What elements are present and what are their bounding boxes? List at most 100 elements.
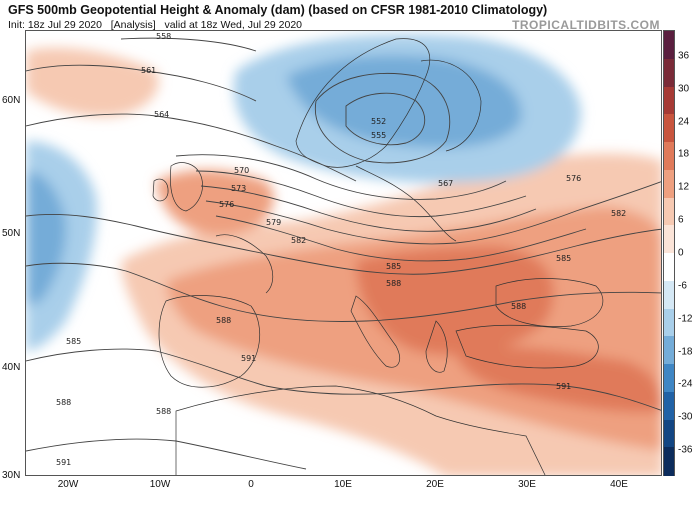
valid-time: valid at 18z Wed, Jul 29 2020: [164, 19, 303, 31]
lat-label: 30N: [2, 470, 21, 481]
lat-label: 60N: [2, 95, 21, 106]
coast-baltic: [355, 165, 457, 242]
contour-label: 582: [611, 209, 626, 218]
contour-label: 582: [291, 236, 306, 245]
contour-label: 591: [56, 458, 71, 467]
contour-588: [26, 348, 661, 411]
coast-italy: [350, 295, 400, 368]
anomaly-shading: [26, 34, 661, 475]
coast-black-sea: [495, 278, 604, 327]
colorbar-segment: [664, 169, 674, 198]
colorbar-segment: [664, 142, 674, 171]
colorbar-label: -12: [678, 313, 693, 325]
contour-label: 591: [241, 354, 256, 363]
coast-turkey: [455, 324, 599, 369]
colorbar-label: -36: [678, 444, 693, 456]
map-svg: 558 561 564 570 573 576 579 582 585 588 …: [26, 32, 661, 475]
contour-label: 588: [56, 398, 71, 407]
anomaly-atlantic-core: [26, 171, 67, 306]
contour-573: [200, 185, 537, 232]
colorbar-segment: [664, 197, 674, 226]
colorbar-segment: [664, 419, 674, 448]
contour-561: [26, 64, 257, 102]
colorbar-label: 18: [678, 148, 690, 160]
contour-585: [26, 262, 661, 322]
contour-label: 570: [234, 166, 249, 175]
coast-ireland: [152, 178, 169, 202]
contour-555-loop: [314, 73, 451, 164]
contour-576: [205, 181, 661, 245]
colorbar-segment: [664, 225, 674, 254]
contour-567: [175, 154, 507, 200]
colorbar-label: -30: [678, 411, 693, 423]
contour-label: 579: [266, 218, 281, 227]
analysis-tag: [Analysis]: [110, 19, 156, 31]
colorbar-label: -24: [678, 378, 693, 390]
coast-scandinavia: [295, 38, 431, 168]
contour-label: 588: [386, 279, 401, 288]
lon-label: 20W: [57, 479, 79, 490]
init-time: Init: 18z Jul 29 2020: [8, 19, 102, 31]
coast-finland: [420, 59, 482, 152]
chart-header: GFS 500mb Geopotential Height & Anomaly …: [8, 3, 547, 31]
colorbar-segment: [664, 308, 674, 337]
contour-label: 576: [219, 200, 234, 209]
colorbar-label: -18: [678, 346, 693, 357]
colorbar-segment: [664, 336, 674, 365]
coastlines: [152, 38, 604, 475]
contour-579: [215, 215, 587, 262]
colorbar-segment: [664, 364, 674, 393]
colorbar-label: -6: [678, 280, 687, 292]
anomaly-colorbar: [663, 30, 675, 476]
colorbar-label: 0: [678, 247, 684, 259]
anomaly-west-atlantic: [26, 47, 159, 117]
chart-title: GFS 500mb Geopotential Height & Anomaly …: [8, 3, 548, 17]
lon-label: 10E: [334, 479, 352, 490]
contour-label: 588: [156, 407, 171, 416]
colorbar-segment: [664, 253, 674, 282]
lon-label: 40E: [610, 479, 628, 490]
lon-label: 10W: [149, 479, 171, 490]
contour-labels: 558 561 564 570 573 576 579 582 585 588 …: [56, 32, 626, 467]
coast-north-africa: [175, 385, 546, 475]
anomaly-scandinavia-core: [286, 55, 522, 148]
colorbar-label: 12: [678, 181, 690, 193]
anomaly-east-mediterranean: [456, 346, 661, 413]
lon-label: 20E: [426, 479, 444, 490]
contour-label: 558: [156, 32, 171, 41]
contour-label: 585: [66, 337, 81, 346]
contour-552-loop: [345, 92, 426, 146]
colorbar-label: 24: [678, 116, 690, 128]
colorbar-segment: [664, 31, 674, 60]
colorbar-segment: [664, 391, 674, 420]
colorbar-label: 6: [678, 214, 684, 226]
lat-label: 40N: [2, 362, 21, 373]
contour-label: 585: [386, 262, 401, 271]
contour-label: 555: [371, 131, 386, 140]
colorbar-segment: [664, 280, 674, 309]
contour-label: 564: [154, 110, 169, 119]
lat-label: 50N: [2, 228, 21, 239]
contour-label: 552: [371, 117, 386, 126]
lon-label: 0: [248, 479, 254, 490]
height-contours: [26, 37, 661, 470]
coast-france: [215, 234, 274, 294]
contour-label: 573: [231, 184, 246, 193]
contour-582: [26, 214, 661, 275]
contour-label: 588: [511, 302, 526, 311]
brand-watermark: TROPICALTIDBITS.COM: [512, 18, 660, 32]
colorbar-segment: [664, 447, 674, 476]
colorbar-segment: [664, 58, 674, 87]
colorbar-label: 36: [678, 50, 690, 62]
coast-iberia: [158, 295, 261, 388]
chart-subtitle: Init: 18z Jul 29 2020 [Analysis] valid a…: [8, 19, 547, 31]
contour-564: [26, 113, 357, 182]
coast-british-isles: [170, 162, 203, 212]
contour-label: 585: [556, 254, 571, 263]
contour-label: 591: [556, 382, 571, 391]
contour-label: 567: [438, 179, 453, 188]
contour-570: [195, 170, 527, 218]
contour-558-north: [120, 37, 257, 52]
anomaly-british-isles: [156, 169, 274, 236]
anomaly-balkans-peak: [356, 246, 554, 355]
